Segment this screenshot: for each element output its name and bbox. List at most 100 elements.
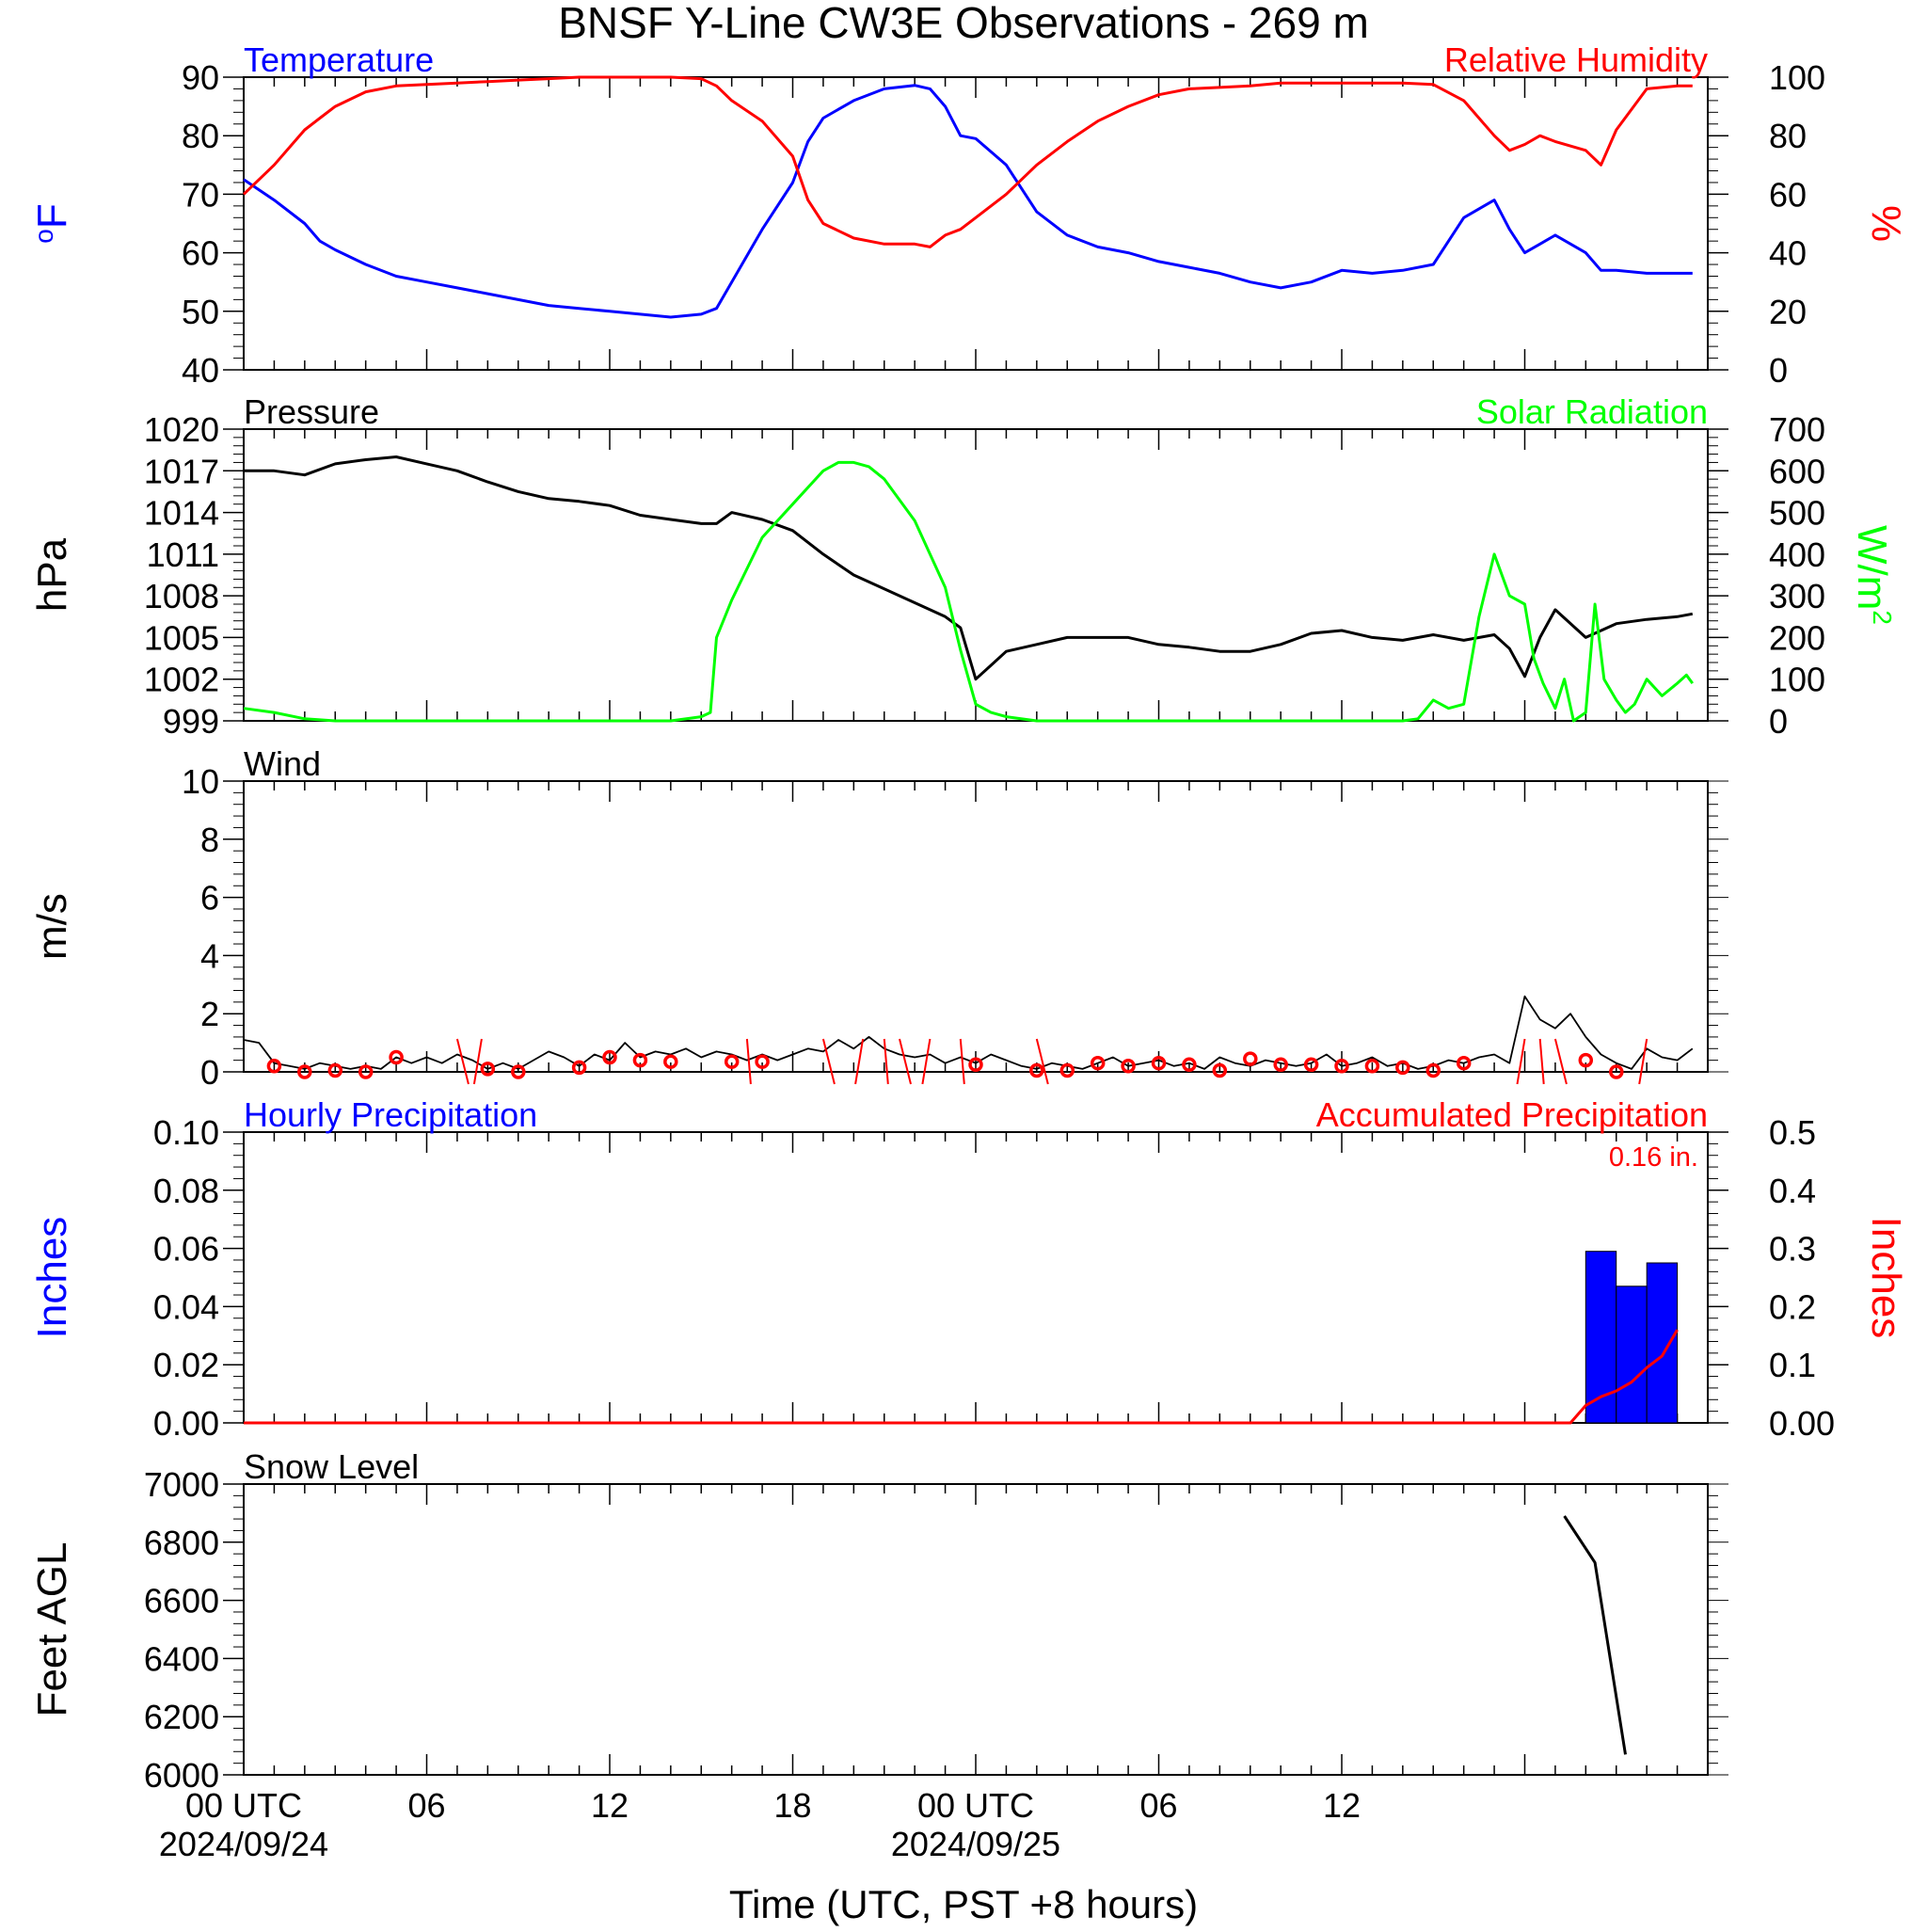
wind-calm-marker [1456, 1055, 1472, 1071]
y-tick-label: 6 [200, 879, 219, 918]
panel-precipitation: 0.00 0.02 0.04 0.06 0.08 0.10 0.00 0.1 0.2 0.3 0.4… [29, 1095, 1909, 1443]
left-axis-title: m/s [29, 893, 75, 960]
wind-calm-marker [1090, 1055, 1106, 1071]
wind-calm-marker [1334, 1059, 1349, 1074]
y-tick-label: 100 [1769, 58, 1825, 97]
y-tick-label: 300 [1769, 577, 1825, 615]
wind-calm-marker [480, 1062, 496, 1077]
y-tick-label: 500 [1769, 494, 1825, 533]
panel-title-left: Hourly Precipitation [244, 1095, 537, 1134]
precip-bar [1616, 1285, 1648, 1424]
precip-bar [1646, 1262, 1679, 1424]
series-line-temperature [243, 84, 1693, 319]
superscript-2: 2 [1868, 610, 1897, 625]
y-tick-label: 0.4 [1769, 1172, 1816, 1210]
y-tick-label: 1017 [144, 452, 219, 490]
wind-calm-marker [755, 1054, 770, 1069]
x-tick-label: 06 [407, 1786, 445, 1825]
y-tick-label: 6800 [144, 1524, 219, 1562]
panel-title-right: Accumulated Precipitation [1316, 1095, 1708, 1134]
wind-calm-marker [1578, 1052, 1594, 1068]
wind-calm-marker [1364, 1059, 1380, 1074]
wind-calm-marker [968, 1057, 983, 1073]
plot-frame [243, 76, 1709, 371]
wind-calm-marker [571, 1060, 587, 1076]
y-tick-label: 6400 [144, 1639, 219, 1678]
wind-calm-marker [602, 1049, 617, 1065]
x-tick-label: 12 [1323, 1786, 1361, 1825]
y-tick-label: 0.00 [1769, 1404, 1835, 1443]
series-line-snow-level [1563, 1515, 1627, 1755]
y-tick-label: 6600 [144, 1582, 219, 1621]
panel-title-right: Relative Humidity [1444, 40, 1708, 79]
x-axis: Time (UTC, PST +8 hours) 00 UTC2024/09/2… [159, 1786, 1361, 1926]
wind-calm-marker [1243, 1051, 1258, 1066]
wind-barb [899, 1038, 912, 1085]
wind-calm-marker [663, 1054, 678, 1069]
y-tick-label: 7000 [144, 1465, 219, 1504]
wind-calm-marker [297, 1064, 312, 1079]
panel-title-left: Temperature [244, 40, 434, 79]
wind-barb [1516, 1038, 1526, 1085]
y-tick-label: 0.08 [153, 1172, 219, 1210]
x-tick-label: 00 UTC [917, 1786, 1034, 1825]
y-tick-label: 0.3 [1769, 1230, 1816, 1269]
y-tick-label: 20 [1769, 293, 1807, 331]
y-tick-label: 1014 [144, 494, 219, 533]
y-tick-label: 0 [1769, 351, 1788, 390]
y-tick-label: 600 [1769, 452, 1825, 490]
y-tick-label: 999 [163, 702, 219, 741]
y-tick-label: 0.1 [1769, 1346, 1816, 1384]
y-tick-label: 1002 [144, 661, 219, 699]
y-tick-label: 100 [1769, 661, 1825, 699]
y-tick-label: 700 [1769, 410, 1825, 449]
right-axis-title: Inches [1863, 1217, 1909, 1339]
wind-calm-marker [1273, 1057, 1288, 1073]
x-tick-label: 06 [1139, 1786, 1177, 1825]
wind-barb [883, 1038, 889, 1085]
y-tick-label: 1008 [144, 577, 219, 615]
unit-f: F [29, 203, 75, 229]
wind-calm-marker [327, 1062, 343, 1078]
wind-calm-marker [1151, 1055, 1167, 1071]
wind-calm-marker [1609, 1064, 1624, 1079]
y-tick-label: 0.2 [1769, 1287, 1816, 1326]
page-title: BNSF Y-Line CW3E Observations - 269 m [558, 0, 1369, 47]
plot-frame [243, 1483, 1709, 1776]
series-line-accumulated-precipitation [244, 1329, 1679, 1425]
panel-title-left: Wind [244, 744, 321, 783]
x-tick-label: 12 [591, 1786, 629, 1825]
y-tick-label: 60 [1769, 175, 1807, 214]
y-tick-label: 0.00 [153, 1404, 219, 1443]
wind-calm-marker [389, 1049, 404, 1065]
y-tick-label: 0.06 [153, 1230, 219, 1269]
plot-frame [243, 1131, 1709, 1424]
wind-barb [455, 1038, 470, 1085]
wind-barb [745, 1038, 752, 1085]
left-axis-title: hPa [29, 537, 75, 612]
wind-calm-marker [1059, 1062, 1075, 1078]
wind-calm-marker [1121, 1059, 1136, 1074]
y-tick-label: 0 [200, 1053, 219, 1092]
y-tick-label: 6200 [144, 1698, 219, 1736]
y-tick-label: 0.02 [153, 1346, 219, 1384]
y-tick-label: 1005 [144, 618, 219, 657]
x-tick-date-label: 2024/09/25 [891, 1825, 1060, 1863]
wind-calm-marker [1303, 1057, 1319, 1073]
y-tick-label: 1011 [147, 535, 219, 574]
right-axis-title: W/m2 [1849, 525, 1897, 625]
series-line-relative-humidity [242, 75, 1693, 248]
wind-barb [1638, 1038, 1648, 1085]
wind-calm-marker [724, 1054, 740, 1069]
wind-barb [1035, 1038, 1049, 1085]
y-tick-label: 6000 [144, 1756, 219, 1795]
wind-barb [821, 1038, 836, 1085]
y-tick-label: 4 [200, 936, 219, 975]
y-tick-label: 50 [182, 293, 219, 331]
wind-barb [921, 1038, 932, 1085]
y-tick-label: 2 [200, 995, 219, 1033]
